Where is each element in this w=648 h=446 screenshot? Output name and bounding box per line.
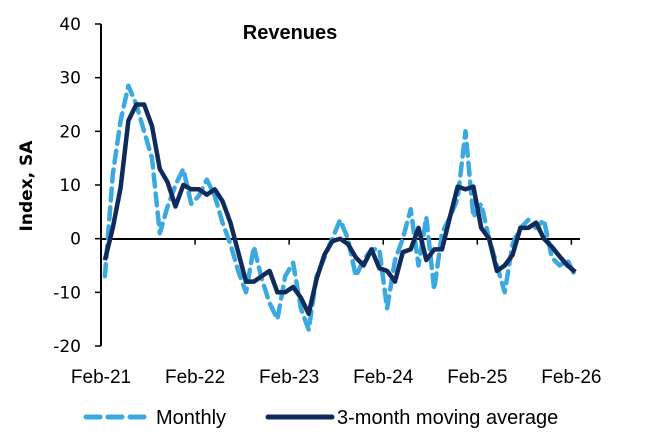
y-tick-label: 20 bbox=[59, 122, 81, 142]
chart-title: Revenues bbox=[243, 22, 338, 44]
y-tick-label: -10 bbox=[53, 283, 81, 303]
legend-item-monthly: Monthly bbox=[83, 407, 226, 429]
x-tick-label: Feb-21 bbox=[71, 367, 131, 388]
legend-label-monthly: Monthly bbox=[156, 407, 226, 429]
x-tick-label: Feb-22 bbox=[165, 367, 225, 388]
legend: Monthly 3-month moving average bbox=[83, 407, 558, 429]
y-tick-label: -20 bbox=[53, 337, 81, 357]
x-tick-label: Feb-25 bbox=[447, 367, 507, 388]
x-tick-label: Feb-24 bbox=[353, 367, 414, 388]
x-tick-label: Feb-23 bbox=[259, 367, 319, 388]
x-axis-ticks: Feb-21 Feb-22 Feb-23 Feb-24 Feb-25 Feb-26 bbox=[71, 238, 601, 388]
legend-item-moving-average: 3-month moving average bbox=[265, 407, 558, 429]
series-line-moving-average bbox=[102, 102, 577, 317]
y-axis-ticks: 40 30 20 10 0 -10 -20 bbox=[53, 15, 101, 357]
y-tick-label: 10 bbox=[59, 176, 81, 196]
y-tick-label: 0 bbox=[70, 230, 81, 250]
series-group bbox=[102, 83, 578, 333]
x-tick-label: Feb-26 bbox=[541, 367, 601, 388]
y-tick-label: 40 bbox=[59, 15, 81, 35]
y-axis-label: Index, SA bbox=[17, 140, 37, 232]
legend-label-moving-average: 3-month moving average bbox=[337, 407, 558, 429]
y-tick-label: 30 bbox=[59, 69, 81, 89]
